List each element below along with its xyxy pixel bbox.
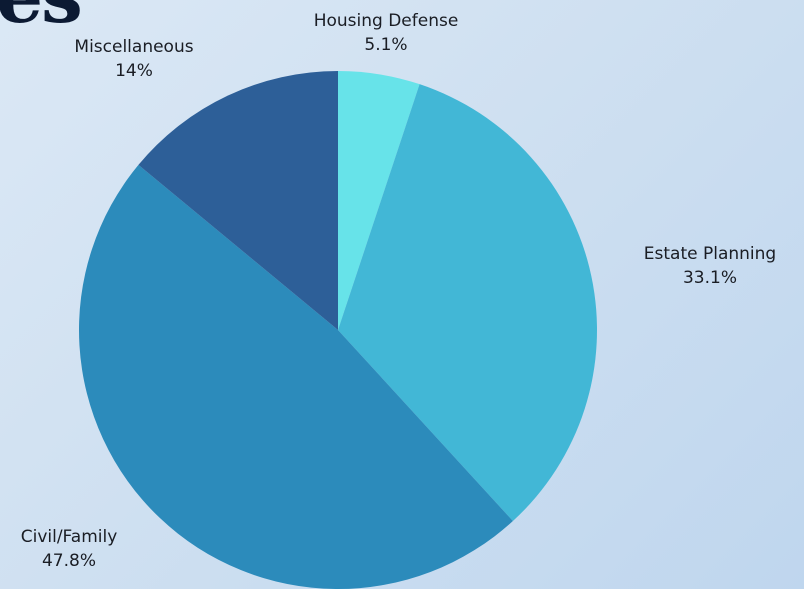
pie-slice-housing-defense — [338, 71, 420, 330]
slice-label-estate-planning: Estate Planning 33.1% — [644, 244, 776, 288]
slice-label-value: 47.8% — [42, 551, 96, 571]
slice-label-value: 5.1% — [364, 35, 407, 55]
pie-slice-civil-family — [79, 164, 513, 589]
slice-label-civil-family: Civil/Family 47.8% — [21, 527, 118, 571]
slice-label-name: Housing Defense — [314, 11, 459, 31]
pie-labels: Housing Defense 5.1% Estate Planning 33.1% C… — [21, 11, 776, 571]
slice-label-name: Miscellaneous — [74, 37, 193, 57]
slice-label-name: Estate Planning — [644, 244, 776, 264]
slice-label-name: Civil/Family — [21, 527, 118, 547]
slice-label-value: 14% — [115, 61, 153, 81]
slice-label-miscellaneous: Miscellaneous 14% — [74, 37, 193, 81]
slice-label-value: 33.1% — [683, 268, 737, 288]
slice-label-housing-defense: Housing Defense 5.1% — [314, 11, 459, 55]
pie-slice-estate-planning — [338, 84, 597, 522]
pie-slices — [79, 71, 597, 589]
pie-slice-miscellaneous — [138, 71, 338, 330]
heading-fragment: es — [0, 0, 83, 34]
